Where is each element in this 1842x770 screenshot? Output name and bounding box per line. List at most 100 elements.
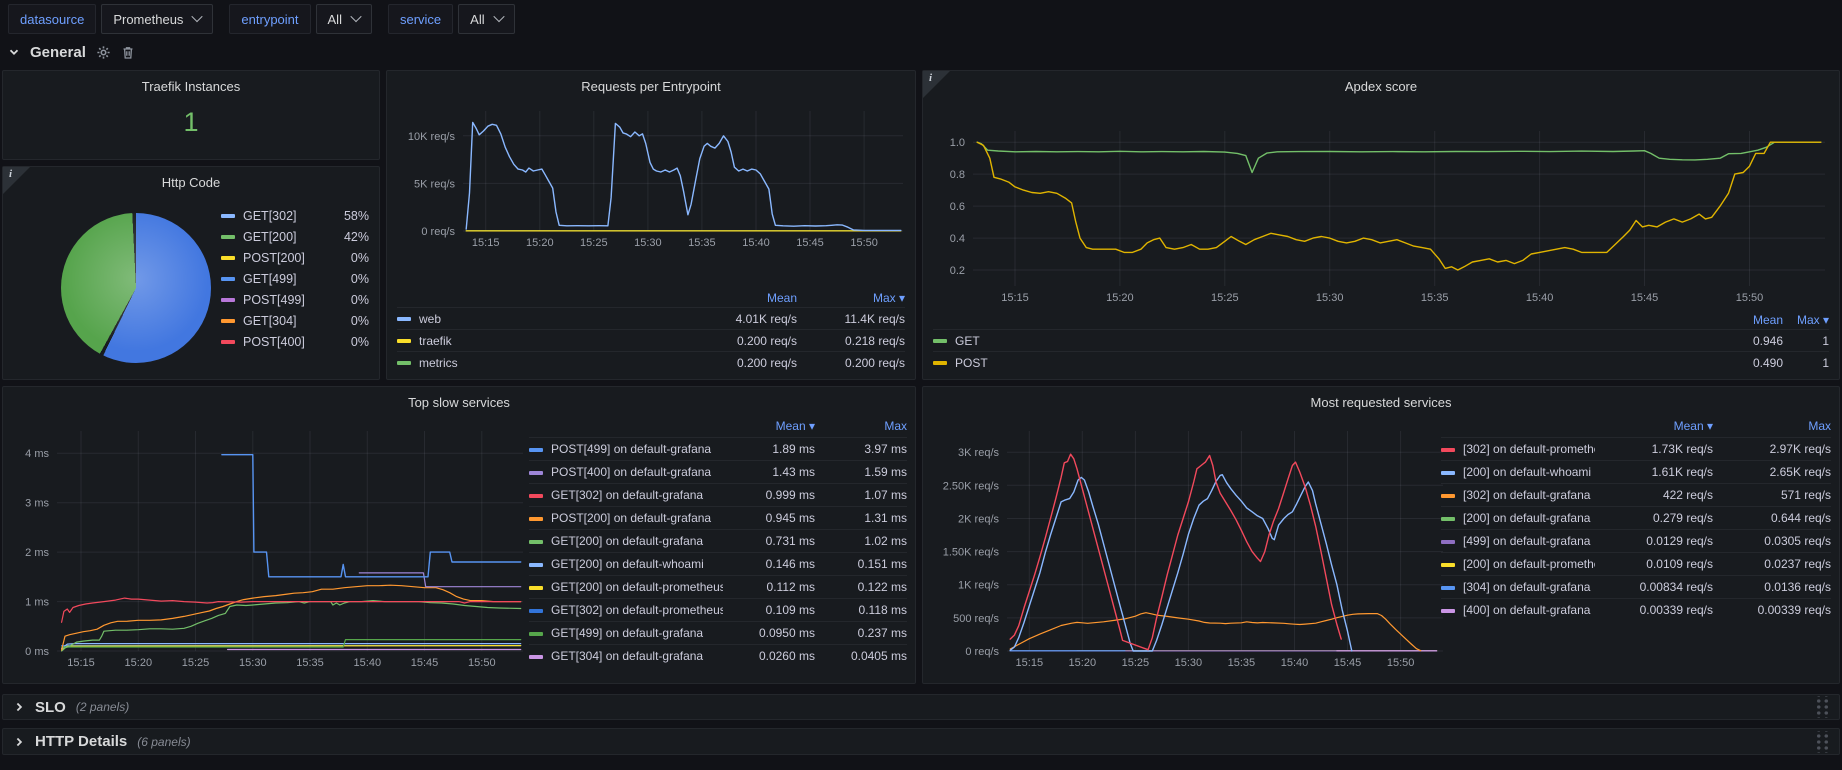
series-label[interactable]: GET[200]: [221, 230, 325, 244]
series-label[interactable]: POST: [933, 356, 1711, 370]
series-label[interactable]: [200] on default-prometheus: [1441, 557, 1595, 571]
variable-select-service[interactable]: All: [458, 4, 515, 34]
panel-title[interactable]: Requests per Entrypoint: [581, 79, 721, 94]
panel-title[interactable]: Apdex score: [1344, 79, 1418, 94]
series-label[interactable]: web: [397, 312, 689, 326]
series-label[interactable]: GET[304]: [221, 314, 325, 328]
legend-row[interactable]: [499] on default-grafana 0.0129 req/s 0.03…: [1441, 529, 1831, 552]
legend-row[interactable]: POST[400] on default-grafana 1.43 ms 1.59 …: [529, 460, 907, 483]
series-label[interactable]: GET[302] on default-prometheus: [529, 603, 723, 617]
series-max: 0.151 ms: [857, 557, 907, 571]
legend-row[interactable]: [302] on default-grafana 422 req/s 571 req…: [1441, 483, 1831, 506]
panel-info-corner[interactable]: i: [923, 71, 950, 98]
series-label[interactable]: metrics: [397, 356, 689, 370]
legend-row[interactable]: POST 0.490 1: [933, 351, 1829, 373]
time-series-chart[interactable]: 15:15 15:20 15:25 15:30 15:35 15:40 15:45 15:50…: [393, 101, 909, 251]
legend-row[interactable]: web 4.01K req/s 11.4K req/s: [397, 307, 905, 329]
time-series-chart[interactable]: 15:15 15:20 15:25 15:30 15:35 15:40 15:45 15:50…: [931, 101, 1831, 306]
series-label[interactable]: GET[200] on default-whoami: [529, 557, 723, 571]
legend-sort-max[interactable]: Max ▾: [1796, 313, 1829, 327]
series-mean: 0.999 ms: [765, 488, 815, 502]
svg-text:15:25: 15:25: [1122, 657, 1150, 669]
series-label[interactable]: [400] on default-grafana: [1441, 603, 1595, 617]
series-label[interactable]: GET[200] on default-grafana: [529, 534, 723, 548]
legend-row[interactable]: [200] on default-prometheus 0.0109 req/s 0…: [1441, 552, 1831, 575]
legend-row[interactable]: POST[499] on default-grafana 1.89 ms 3.97 …: [529, 437, 907, 460]
legend-sort-mean[interactable]: Mean ▾: [1673, 419, 1713, 433]
trash-icon[interactable]: [121, 45, 135, 60]
legend-row[interactable]: [200] on default-grafana 0.279 req/s 0.644…: [1441, 506, 1831, 529]
series-label[interactable]: POST[200] on default-grafana: [529, 511, 723, 525]
legend-row[interactable]: GET[304] on default-grafana 0.0260 ms 0.04…: [529, 644, 907, 667]
row-header-http-details[interactable]: HTTP Details (6 panels): [2, 728, 1840, 755]
pie-chart[interactable]: [61, 213, 211, 363]
series-label[interactable]: [499] on default-grafana: [1441, 534, 1595, 548]
series-label[interactable]: [304] on default-grafana: [1441, 580, 1595, 594]
svg-text:15:35: 15:35: [296, 657, 324, 669]
legend-row[interactable]: GET[499] 0%: [221, 268, 369, 289]
panel-title[interactable]: Traefik Instances: [141, 79, 241, 94]
series-label[interactable]: GET: [933, 334, 1711, 348]
variable-select-datasource[interactable]: Prometheus: [101, 4, 214, 34]
series-label[interactable]: [200] on default-grafana: [1441, 511, 1595, 525]
time-series-chart[interactable]: 15:15 15:20 15:25 15:30 15:35 15:40 15:45 15:50…: [929, 423, 1449, 671]
legend-sort-mean[interactable]: Mean ▾: [775, 419, 815, 433]
legend-sort-mean[interactable]: Mean: [1752, 313, 1783, 327]
legend-row[interactable]: GET[200] 42%: [221, 226, 369, 247]
series-label[interactable]: [302] on default-grafana: [1441, 488, 1595, 502]
series-label[interactable]: GET[302] on default-grafana: [529, 488, 723, 502]
series-label[interactable]: GET[499]: [221, 272, 325, 286]
series-label[interactable]: POST[499] on default-grafana: [529, 442, 723, 456]
series-label[interactable]: POST[200]: [221, 251, 325, 265]
series-label[interactable]: POST[499]: [221, 293, 325, 307]
series-label[interactable]: POST[400] on default-grafana: [529, 465, 723, 479]
row-header-slo[interactable]: SLO (2 panels): [2, 694, 1840, 720]
legend-row[interactable]: POST[499] 0%: [221, 289, 369, 310]
series-label[interactable]: POST[400]: [221, 335, 325, 349]
series-label[interactable]: [302] on default-prometheus: [1441, 442, 1595, 456]
row-drag-handle[interactable]: [1814, 696, 1829, 718]
legend-sort-max[interactable]: Max: [884, 419, 907, 433]
legend-row[interactable]: GET[200] on default-prometheus 0.112 ms 0.…: [529, 575, 907, 598]
legend-row[interactable]: [304] on default-grafana 0.00834 req/s 0.0…: [1441, 575, 1831, 598]
variables-toolbar: datasource Prometheus entrypoint All ser…: [8, 4, 515, 34]
row-header-general[interactable]: General: [8, 40, 135, 64]
time-series-chart[interactable]: 15:15 15:20 15:25 15:30 15:35 15:40 15:45 15:50…: [9, 423, 529, 671]
legend-row[interactable]: metrics 0.200 req/s 0.200 req/s: [397, 351, 905, 373]
variable-select-entrypoint[interactable]: All: [315, 4, 372, 34]
legend-sort-max[interactable]: Max ▾: [872, 291, 905, 305]
series-label[interactable]: GET[499] on default-grafana: [529, 626, 723, 640]
legend-row[interactable]: GET[200] on default-whoami 0.146 ms 0.151 …: [529, 552, 907, 575]
variable-value: All: [470, 11, 485, 27]
legend-row[interactable]: GET[302] 58%: [221, 205, 369, 226]
series-label[interactable]: [200] on default-whoami: [1441, 465, 1595, 479]
legend-row[interactable]: [302] on default-prometheus 1.73K req/s 2.…: [1441, 437, 1831, 460]
legend-row[interactable]: traefik 0.200 req/s 0.218 req/s: [397, 329, 905, 351]
series-value: 58%: [343, 208, 369, 223]
panel-title[interactable]: Http Code: [161, 175, 221, 190]
panel-info-corner[interactable]: i: [3, 167, 30, 194]
legend-row[interactable]: POST[400] 0%: [221, 331, 369, 352]
legend-row[interactable]: GET[304] 0%: [221, 310, 369, 331]
series-label[interactable]: GET[302]: [221, 209, 325, 223]
legend-row[interactable]: GET[302] on default-prometheus 0.109 ms 0.…: [529, 598, 907, 621]
series-label[interactable]: GET[304] on default-grafana: [529, 649, 723, 663]
chevron-down-icon: [191, 10, 204, 22]
series-label[interactable]: traefik: [397, 334, 689, 348]
legend-row[interactable]: POST[200] on default-grafana 0.945 ms 1.31…: [529, 506, 907, 529]
svg-text:15:45: 15:45: [796, 237, 824, 249]
legend-row[interactable]: GET[200] on default-grafana 0.731 ms 1.02 …: [529, 529, 907, 552]
series-label[interactable]: GET[200] on default-prometheus: [529, 580, 723, 594]
panel-title[interactable]: Top slow services: [408, 395, 510, 410]
legend-sort-max[interactable]: Max: [1808, 419, 1831, 433]
gear-icon[interactable]: [96, 45, 111, 60]
legend-row[interactable]: [400] on default-grafana 0.00339 req/s 0.0…: [1441, 598, 1831, 621]
legend-row[interactable]: GET[302] on default-grafana 0.999 ms 1.07 …: [529, 483, 907, 506]
legend-row[interactable]: GET 0.946 1: [933, 329, 1829, 351]
legend-row[interactable]: POST[200] 0%: [221, 247, 369, 268]
legend-row[interactable]: GET[499] on default-grafana 0.0950 ms 0.23…: [529, 621, 907, 644]
row-drag-handle[interactable]: [1814, 730, 1829, 753]
legend-sort-mean[interactable]: Mean: [766, 291, 797, 305]
legend-row[interactable]: [200] on default-whoami 1.61K req/s 2.65K …: [1441, 460, 1831, 483]
panel-title[interactable]: Most requested services: [1310, 395, 1452, 410]
